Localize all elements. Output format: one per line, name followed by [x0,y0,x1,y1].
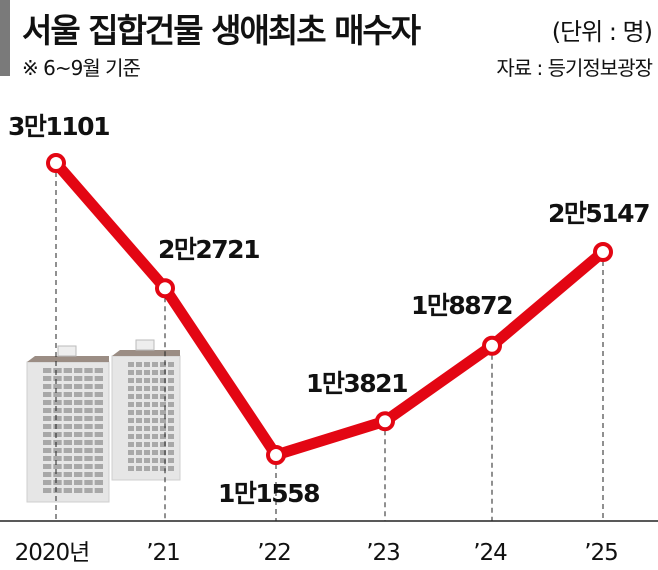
x-tick-label: ’23 [366,540,400,566]
data-point [593,242,613,263]
x-tick-label: ’21 [146,540,180,566]
data-point [266,445,286,466]
x-tick-label: 2020년 [15,540,90,566]
x-tick-label: ’25 [584,540,618,566]
data-label: 2만2721 [158,235,259,264]
x-tick-label: ’22 [257,540,291,566]
data-label: 1만1558 [218,479,319,508]
data-point [46,153,66,174]
data-label: 1만8872 [411,291,512,320]
series-line [51,159,607,461]
title-accent-bar [0,0,10,76]
source-label: 자료 : 등기정보광장 [496,56,653,80]
data-point [375,411,395,432]
data-label: 2만5147 [548,199,649,228]
footnote: ※ 6~9월 기준 [22,56,141,80]
chart-title: 서울 집합건물 생애최초 매수자 [22,11,421,50]
x-tick-label: ’24 [473,540,507,566]
data-label: 3만1101 [8,112,109,141]
unit-label: (단위 : 명) [551,18,653,46]
data-point [482,335,502,356]
data-label: 1만3821 [306,369,407,398]
data-point [155,278,175,299]
apartment-buildings-illustration [26,339,181,503]
